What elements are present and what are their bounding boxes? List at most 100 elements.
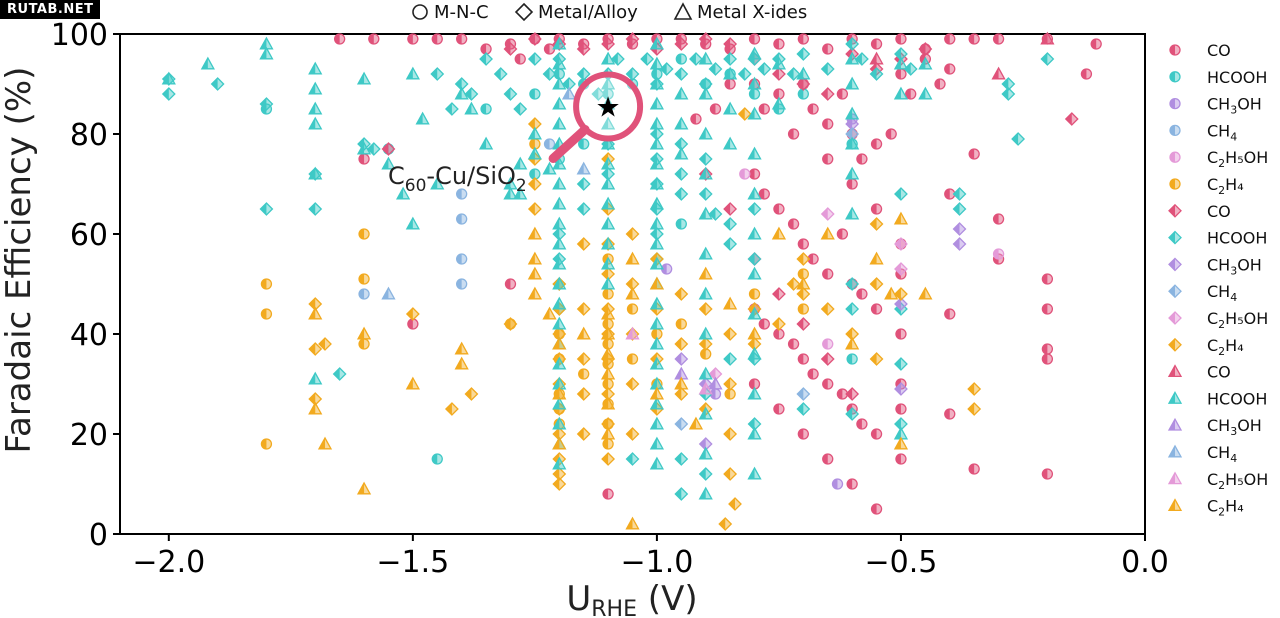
data-point — [845, 277, 860, 291]
data-point — [527, 146, 542, 160]
data-point — [895, 33, 907, 45]
data-point — [698, 366, 713, 380]
data-point — [870, 203, 883, 215]
data-point — [747, 266, 762, 280]
data-point — [456, 33, 468, 45]
data-point — [820, 226, 835, 240]
data-point — [601, 37, 616, 51]
x-tick-label: −0.5 — [865, 545, 938, 580]
marker-shape-legend: M-N-C Metal/Alloy Metal X-ides — [412, 2, 807, 23]
data-point — [649, 127, 664, 141]
data-point — [796, 47, 811, 61]
data-point — [675, 53, 687, 65]
data-point — [600, 426, 616, 440]
data-point — [698, 337, 713, 351]
data-point — [456, 213, 468, 225]
legend-marker — [1169, 178, 1181, 190]
data-point — [747, 46, 762, 60]
legend-label: CH4 — [1207, 121, 1237, 143]
series-diamond-co — [381, 32, 1079, 401]
data-point — [368, 33, 380, 45]
data-point — [968, 463, 980, 475]
data-point — [395, 186, 411, 200]
data-point — [675, 218, 687, 230]
data-point — [885, 128, 897, 140]
data-point — [576, 67, 591, 81]
data-point — [918, 42, 933, 56]
data-point — [552, 456, 567, 470]
data-point — [649, 386, 665, 400]
data-point — [870, 303, 883, 315]
data-point — [407, 318, 419, 330]
data-point — [576, 42, 591, 56]
data-point — [723, 37, 738, 51]
data-point — [698, 266, 713, 280]
data-point — [552, 327, 567, 341]
data-point — [527, 251, 542, 265]
data-point — [600, 346, 616, 360]
legend-item-triangle-c2h5oh: C2H₅OH — [1167, 470, 1268, 492]
data-point — [576, 387, 591, 401]
data-point — [845, 336, 860, 350]
data-point — [649, 396, 665, 410]
legend-marker — [1167, 471, 1183, 485]
data-point — [308, 81, 323, 95]
data-point — [600, 306, 616, 320]
data-point — [747, 146, 762, 160]
data-point — [600, 156, 616, 170]
data-point — [415, 111, 430, 125]
data-point — [796, 77, 811, 91]
data-point — [796, 287, 811, 301]
data-point — [454, 77, 469, 91]
data-point — [708, 62, 723, 76]
data-point — [504, 278, 517, 290]
data-point — [610, 52, 625, 66]
data-point — [542, 306, 557, 320]
data-point — [836, 88, 849, 100]
star-icon: ★ — [596, 91, 621, 124]
data-point — [894, 237, 908, 251]
data-point — [723, 352, 738, 366]
legend-item-triangle-co: CO — [1167, 363, 1231, 382]
data-point — [552, 56, 567, 70]
y-tick-label: 80 — [70, 118, 108, 153]
data-point — [600, 76, 616, 90]
highlight-annotation: ★ C60-Cu/SiO2 — [388, 71, 644, 196]
data-point — [822, 43, 834, 55]
data-point — [723, 52, 738, 66]
data-point — [552, 427, 567, 441]
series-triangle-c2h4 — [308, 211, 933, 530]
data-point — [527, 126, 542, 140]
data-point — [747, 466, 762, 480]
data-point — [381, 142, 396, 156]
data-point — [772, 67, 786, 81]
data-point — [796, 402, 811, 416]
data-point — [552, 196, 567, 210]
data-point — [552, 156, 567, 170]
data-points — [161, 31, 1102, 531]
data-point — [649, 136, 665, 150]
data-point — [758, 188, 770, 200]
data-point — [576, 352, 591, 366]
series-circle-c2h5oh — [739, 168, 1005, 350]
legend-item-triangle-hcooh: HCOOH — [1167, 389, 1267, 408]
data-point — [552, 467, 567, 481]
data-point — [747, 106, 762, 120]
data-point — [690, 113, 702, 125]
data-point — [748, 288, 761, 300]
data-point — [845, 117, 860, 131]
data-point — [1040, 31, 1055, 45]
data-point — [649, 76, 665, 90]
data-point — [786, 67, 801, 81]
series-circle-ch4 — [358, 138, 556, 300]
data-point — [625, 516, 640, 530]
data-point — [747, 426, 762, 440]
legend-marker — [1168, 257, 1182, 272]
data-point — [527, 32, 542, 46]
data-point — [992, 248, 1005, 260]
data-point — [308, 202, 323, 216]
data-point — [552, 236, 567, 250]
data-point — [854, 52, 869, 66]
data-point — [698, 166, 713, 180]
data-point — [674, 452, 689, 466]
